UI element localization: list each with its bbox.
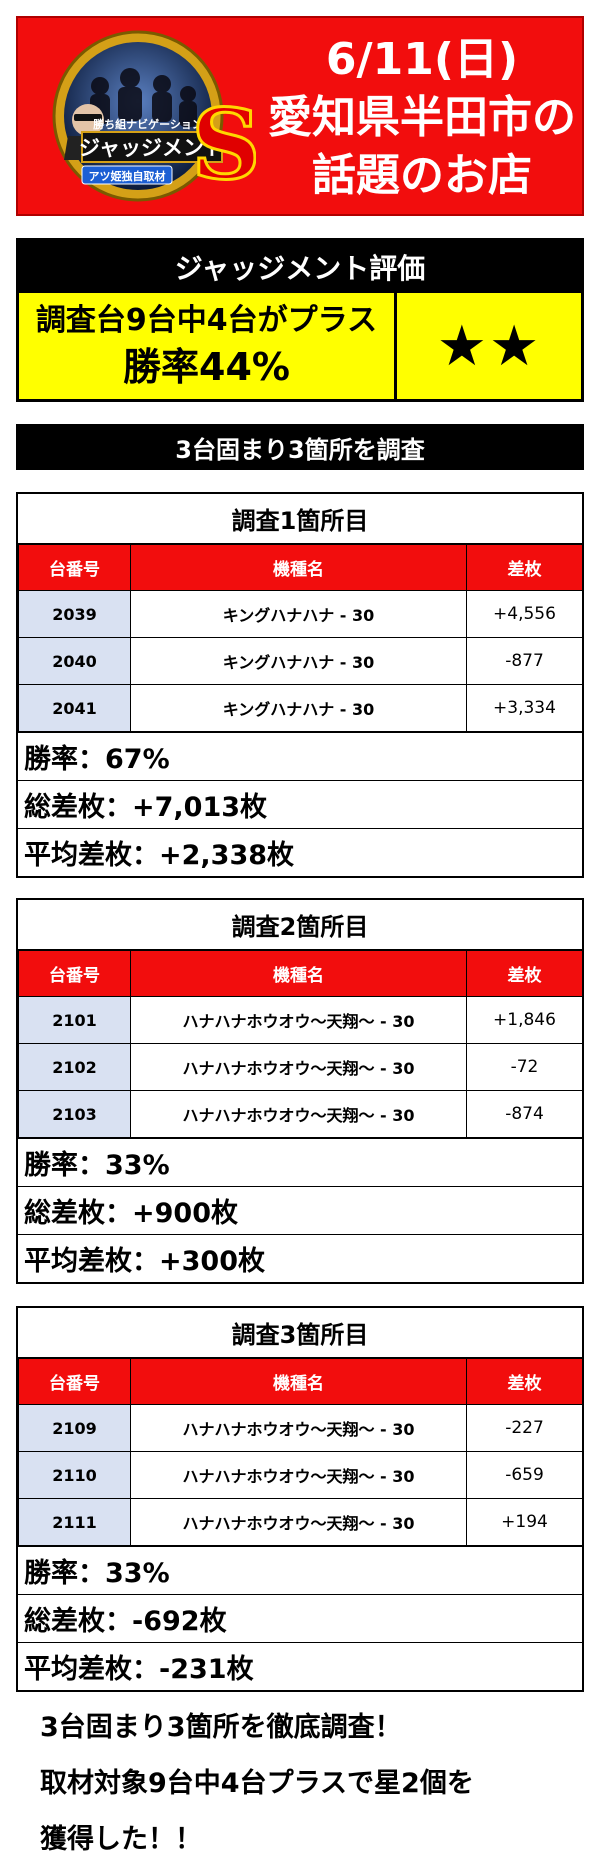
header-diff: 差枚 [466,1358,583,1405]
machine-number: 2040 [18,637,131,685]
conclusion-text: 3台固まり3箇所を徹底調査！ 取材対象9台中4台プラスで星2個を 獲得した！！ [40,1700,580,1868]
logo-main-text: ジャッジメント [79,136,225,160]
header-number: 台番号 [18,950,131,997]
survey-table: 台番号 機種名 差枚 2109 ハナハナホウオウ～天翔～ - 30 -227 2… [18,1358,583,1546]
machine-diff: -72 [466,1043,583,1091]
machine-model: ハナハナホウオウ～天翔～ - 30 [130,1451,467,1499]
conclusion-line-1: 3台固まり3箇所を徹底調査！ [40,1712,402,1743]
machine-number: 2039 [18,590,131,638]
machine-diff: -227 [466,1404,583,1452]
machine-diff: +1,846 [466,996,583,1044]
machine-model: ハナハナホウオウ～天翔～ - 30 [130,1090,467,1138]
machine-diff: -877 [466,637,583,685]
machine-diff: +194 [466,1498,583,1546]
table-row: 2102 ハナハナホウオウ～天翔～ - 30 -72 [18,1043,583,1091]
machine-model: ハナハナホウオウ～天翔～ - 30 [130,1043,467,1091]
logo-top-text: 勝ち組ナビゲーション [93,117,203,131]
header-model: 機種名 [130,1358,467,1405]
table-row: 2039 キングハナハナ - 30 +4,556 [18,590,583,638]
machine-model: キングハナハナ - 30 [130,684,467,732]
logo-badge-s: S [191,88,256,201]
win-rate: 勝率：33% [18,1138,582,1186]
machine-model: ハナハナホウオウ～天翔～ - 30 [130,996,467,1044]
conclusion-line-3: 獲得した！！ [40,1824,202,1855]
survey-title: 調査1箇所目 [18,494,582,544]
machine-model: ハナハナホウオウ～天翔～ - 30 [130,1404,467,1452]
average-diff: 平均差枚：-231枚 [18,1642,582,1690]
machine-diff: +3,334 [466,684,583,732]
evaluation-title: ジャッジメント評価 [174,252,426,285]
table-row: 2110 ハナハナホウオウ～天翔～ - 30 -659 [18,1451,583,1499]
machine-diff: -874 [466,1090,583,1138]
table-row: 2041 キングハナハナ - 30 +3,334 [18,684,583,732]
average-diff: 平均差枚：+300枚 [18,1234,582,1282]
table-row: 2103 ハナハナホウオウ～天翔～ - 30 -874 [18,1090,583,1138]
win-rate: 勝率：33% [18,1546,582,1594]
win-rate: 勝率：67% [18,732,582,780]
total-diff: 総差枚：-692枚 [18,1594,582,1642]
table-row: 2109 ハナハナホウオウ～天翔～ - 30 -227 [18,1404,583,1452]
machine-number: 2110 [18,1451,131,1499]
header-topic: 話題のお店 [312,150,532,201]
machine-model: ハナハナホウオウ～天翔～ - 30 [130,1498,467,1546]
machine-number: 2041 [18,684,131,732]
survey-subtitle: 3台固まり3箇所を調査 [16,424,584,470]
machine-number: 2109 [18,1404,131,1452]
survey-table: 台番号 機種名 差枚 2101 ハナハナホウオウ～天翔～ - 30 +1,846… [18,950,583,1138]
judgment-s-logo: 勝ち組ナビゲーション ジャッジメント アツ姫独自取材 S [52,30,256,203]
machine-diff: -659 [466,1451,583,1499]
table-row: 2040 キングハナハナ - 30 -877 [18,637,583,685]
survey-title: 調査2箇所目 [18,900,582,950]
header-model: 機種名 [130,950,467,997]
total-diff: 総差枚：+7,013枚 [18,780,582,828]
header-diff: 差枚 [466,544,583,591]
machine-number: 2103 [18,1090,131,1138]
survey-table: 台番号 機種名 差枚 2039 キングハナハナ - 30 +4,556 2040… [18,544,583,732]
machine-number: 2101 [18,996,131,1044]
header-location: 愛知県半田市の [268,92,576,143]
table-row: 2101 ハナハナホウオウ～天翔～ - 30 +1,846 [18,996,583,1044]
survey-section-2: 調査2箇所目 台番号 機種名 差枚 2101 ハナハナホウオウ～天翔～ - 30… [16,898,584,1284]
header-number: 台番号 [18,544,131,591]
judgment-evaluation: ジャッジメント評価 調査台9台中4台がプラス 勝率44% ★★ [16,238,584,402]
evaluation-win-rate: 勝率44% [123,345,290,389]
logo-ribbon-text: アツ姫独自取材 [89,169,166,183]
machine-model: キングハナハナ - 30 [130,637,467,685]
header-diff: 差枚 [466,950,583,997]
machine-number: 2111 [18,1498,131,1546]
header-number: 台番号 [18,1358,131,1405]
machine-number: 2102 [18,1043,131,1091]
header-title: 6/11(日) 愛知県半田市の 話題のお店 [264,28,580,208]
survey-section-3: 調査3箇所目 台番号 機種名 差枚 2109 ハナハナホウオウ～天翔～ - 30… [16,1306,584,1692]
total-diff: 総差枚：+900枚 [18,1186,582,1234]
survey-section-1: 調査1箇所目 台番号 機種名 差枚 2039 キングハナハナ - 30 +4,5… [16,492,584,878]
table-row: 2111 ハナハナホウオウ～天翔～ - 30 +194 [18,1498,583,1546]
average-diff: 平均差枚：+2,338枚 [18,828,582,876]
header-model: 機種名 [130,544,467,591]
evaluation-summary-line1: 調査台9台中4台がプラス [35,303,378,338]
header-banner: 勝ち組ナビゲーション ジャッジメント アツ姫独自取材 S 6/11(日) 愛知県… [16,16,584,216]
machine-model: キングハナハナ - 30 [130,590,467,638]
evaluation-summary: 調査台9台中4台がプラス 勝率44% [19,293,397,399]
header-date: 6/11(日) [325,34,519,85]
evaluation-stars: ★★ [397,293,581,399]
survey-title: 調査3箇所目 [18,1308,582,1358]
machine-diff: +4,556 [466,590,583,638]
conclusion-line-2: 取材対象9台中4台プラスで星2個を [40,1768,474,1799]
